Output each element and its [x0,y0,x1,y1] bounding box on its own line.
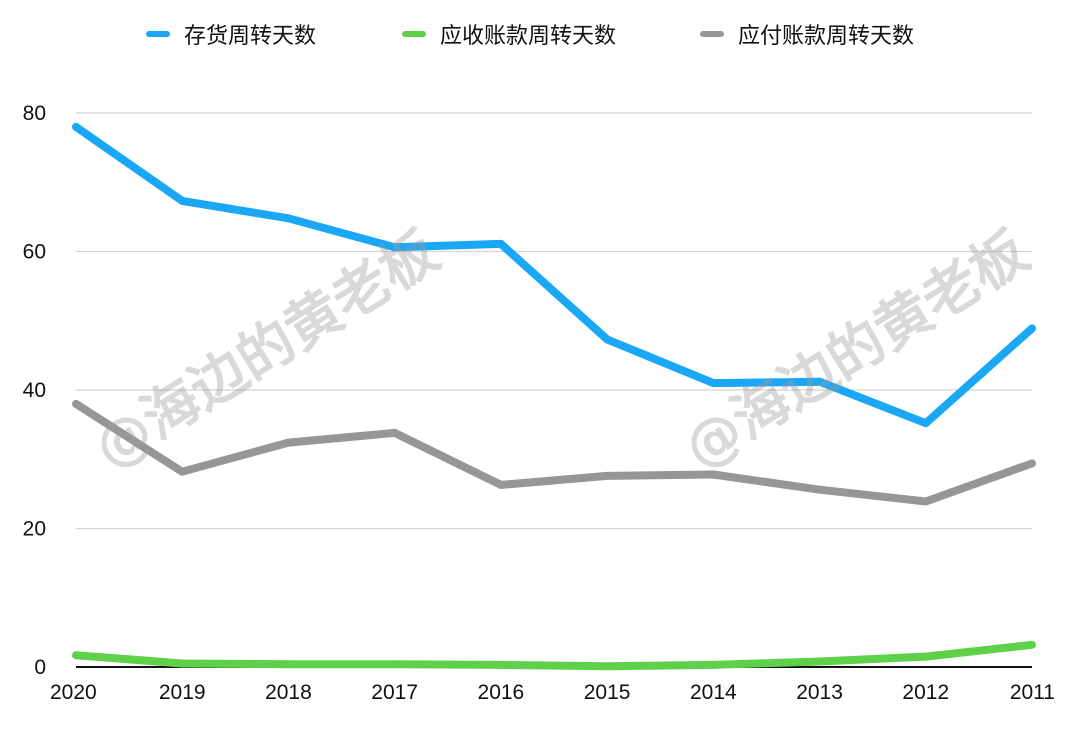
data-point[interactable] [921,419,930,428]
series-line-payables[interactable] [73,400,1034,506]
data-point[interactable] [496,239,505,248]
data-point[interactable] [72,399,80,408]
data-point[interactable] [284,214,293,223]
legend-label-payables: 应付账款周转天数 [738,24,915,49]
watermark-left: @海边的黄老板 [83,219,450,482]
y-tick-label: 60 [23,241,46,264]
watermarks: @海边的黄老板 @海边的黄老板 [83,219,1040,482]
data-point[interactable] [603,662,612,671]
data-point[interactable] [709,379,718,388]
legend-item-payables[interactable]: 应付账款周转天数 [700,14,914,54]
data-point[interactable] [603,471,612,480]
legend-label-inventory: 存货周转天数 [184,24,317,49]
y-tick-label: 0 [34,656,46,679]
data-point[interactable] [921,652,930,661]
data-point[interactable] [1028,324,1036,333]
data-point[interactable] [284,438,293,447]
x-tick-label: 2015 [584,681,631,704]
x-axis-ticks: 2020 2019 2018 2017 2016 2015 2014 2013 2012 2011 [50,681,1055,704]
x-tick-label: 2012 [902,681,949,704]
x-tick-label: 2020 [50,681,97,704]
legend-item-inventory[interactable]: 存货周转天数 [146,14,316,54]
series-line-receivables[interactable] [75,640,1033,671]
x-tick-label: 2016 [478,681,525,704]
data-point[interactable] [496,480,505,489]
y-tick-label: 40 [23,379,46,402]
y-tick-label: 20 [23,518,46,541]
data-point[interactable] [815,657,824,666]
data-point[interactable] [390,428,399,437]
data-point[interactable] [178,196,187,205]
data-point[interactable] [815,377,824,386]
data-point[interactable] [1028,459,1036,468]
data-point[interactable] [496,660,505,669]
data-point[interactable] [72,651,80,660]
legend-item-receivables[interactable]: 应收账款周转天数 [402,14,616,54]
x-tick-label: 2011 [1010,681,1055,704]
legend-swatch-payables [700,31,724,37]
data-point[interactable] [603,335,612,344]
x-tick-label: 2013 [796,681,843,704]
data-point[interactable] [178,659,187,668]
data-point[interactable] [921,497,930,506]
data-point[interactable] [284,660,293,669]
data-point[interactable] [390,243,399,252]
y-tick-label: 80 [23,102,46,125]
legend-swatch-receivables [402,31,426,37]
data-point[interactable] [178,467,187,476]
y-axis-ticks: 0 20 40 60 80 [23,102,46,679]
data-point[interactable] [709,660,718,669]
x-tick-label: 2014 [690,681,737,704]
series-lines [72,122,1036,671]
data-point[interactable] [709,470,718,479]
legend-label-receivables: 应收账款周转天数 [440,24,617,49]
data-point[interactable] [390,660,399,669]
legend-swatch-inventory [146,31,170,37]
chart-legend: 存货周转天数 应收账款周转天数 应付账款周转天数 [0,14,1080,54]
series-line-inventory[interactable] [73,123,1035,428]
x-tick-label: 2017 [371,681,418,704]
data-point[interactable] [1028,640,1036,649]
data-point[interactable] [72,122,80,131]
x-tick-label: 2019 [159,681,206,704]
data-point[interactable] [815,485,824,494]
x-tick-label: 2018 [265,681,312,704]
watermark-right: @海边的黄老板 [673,219,1040,482]
